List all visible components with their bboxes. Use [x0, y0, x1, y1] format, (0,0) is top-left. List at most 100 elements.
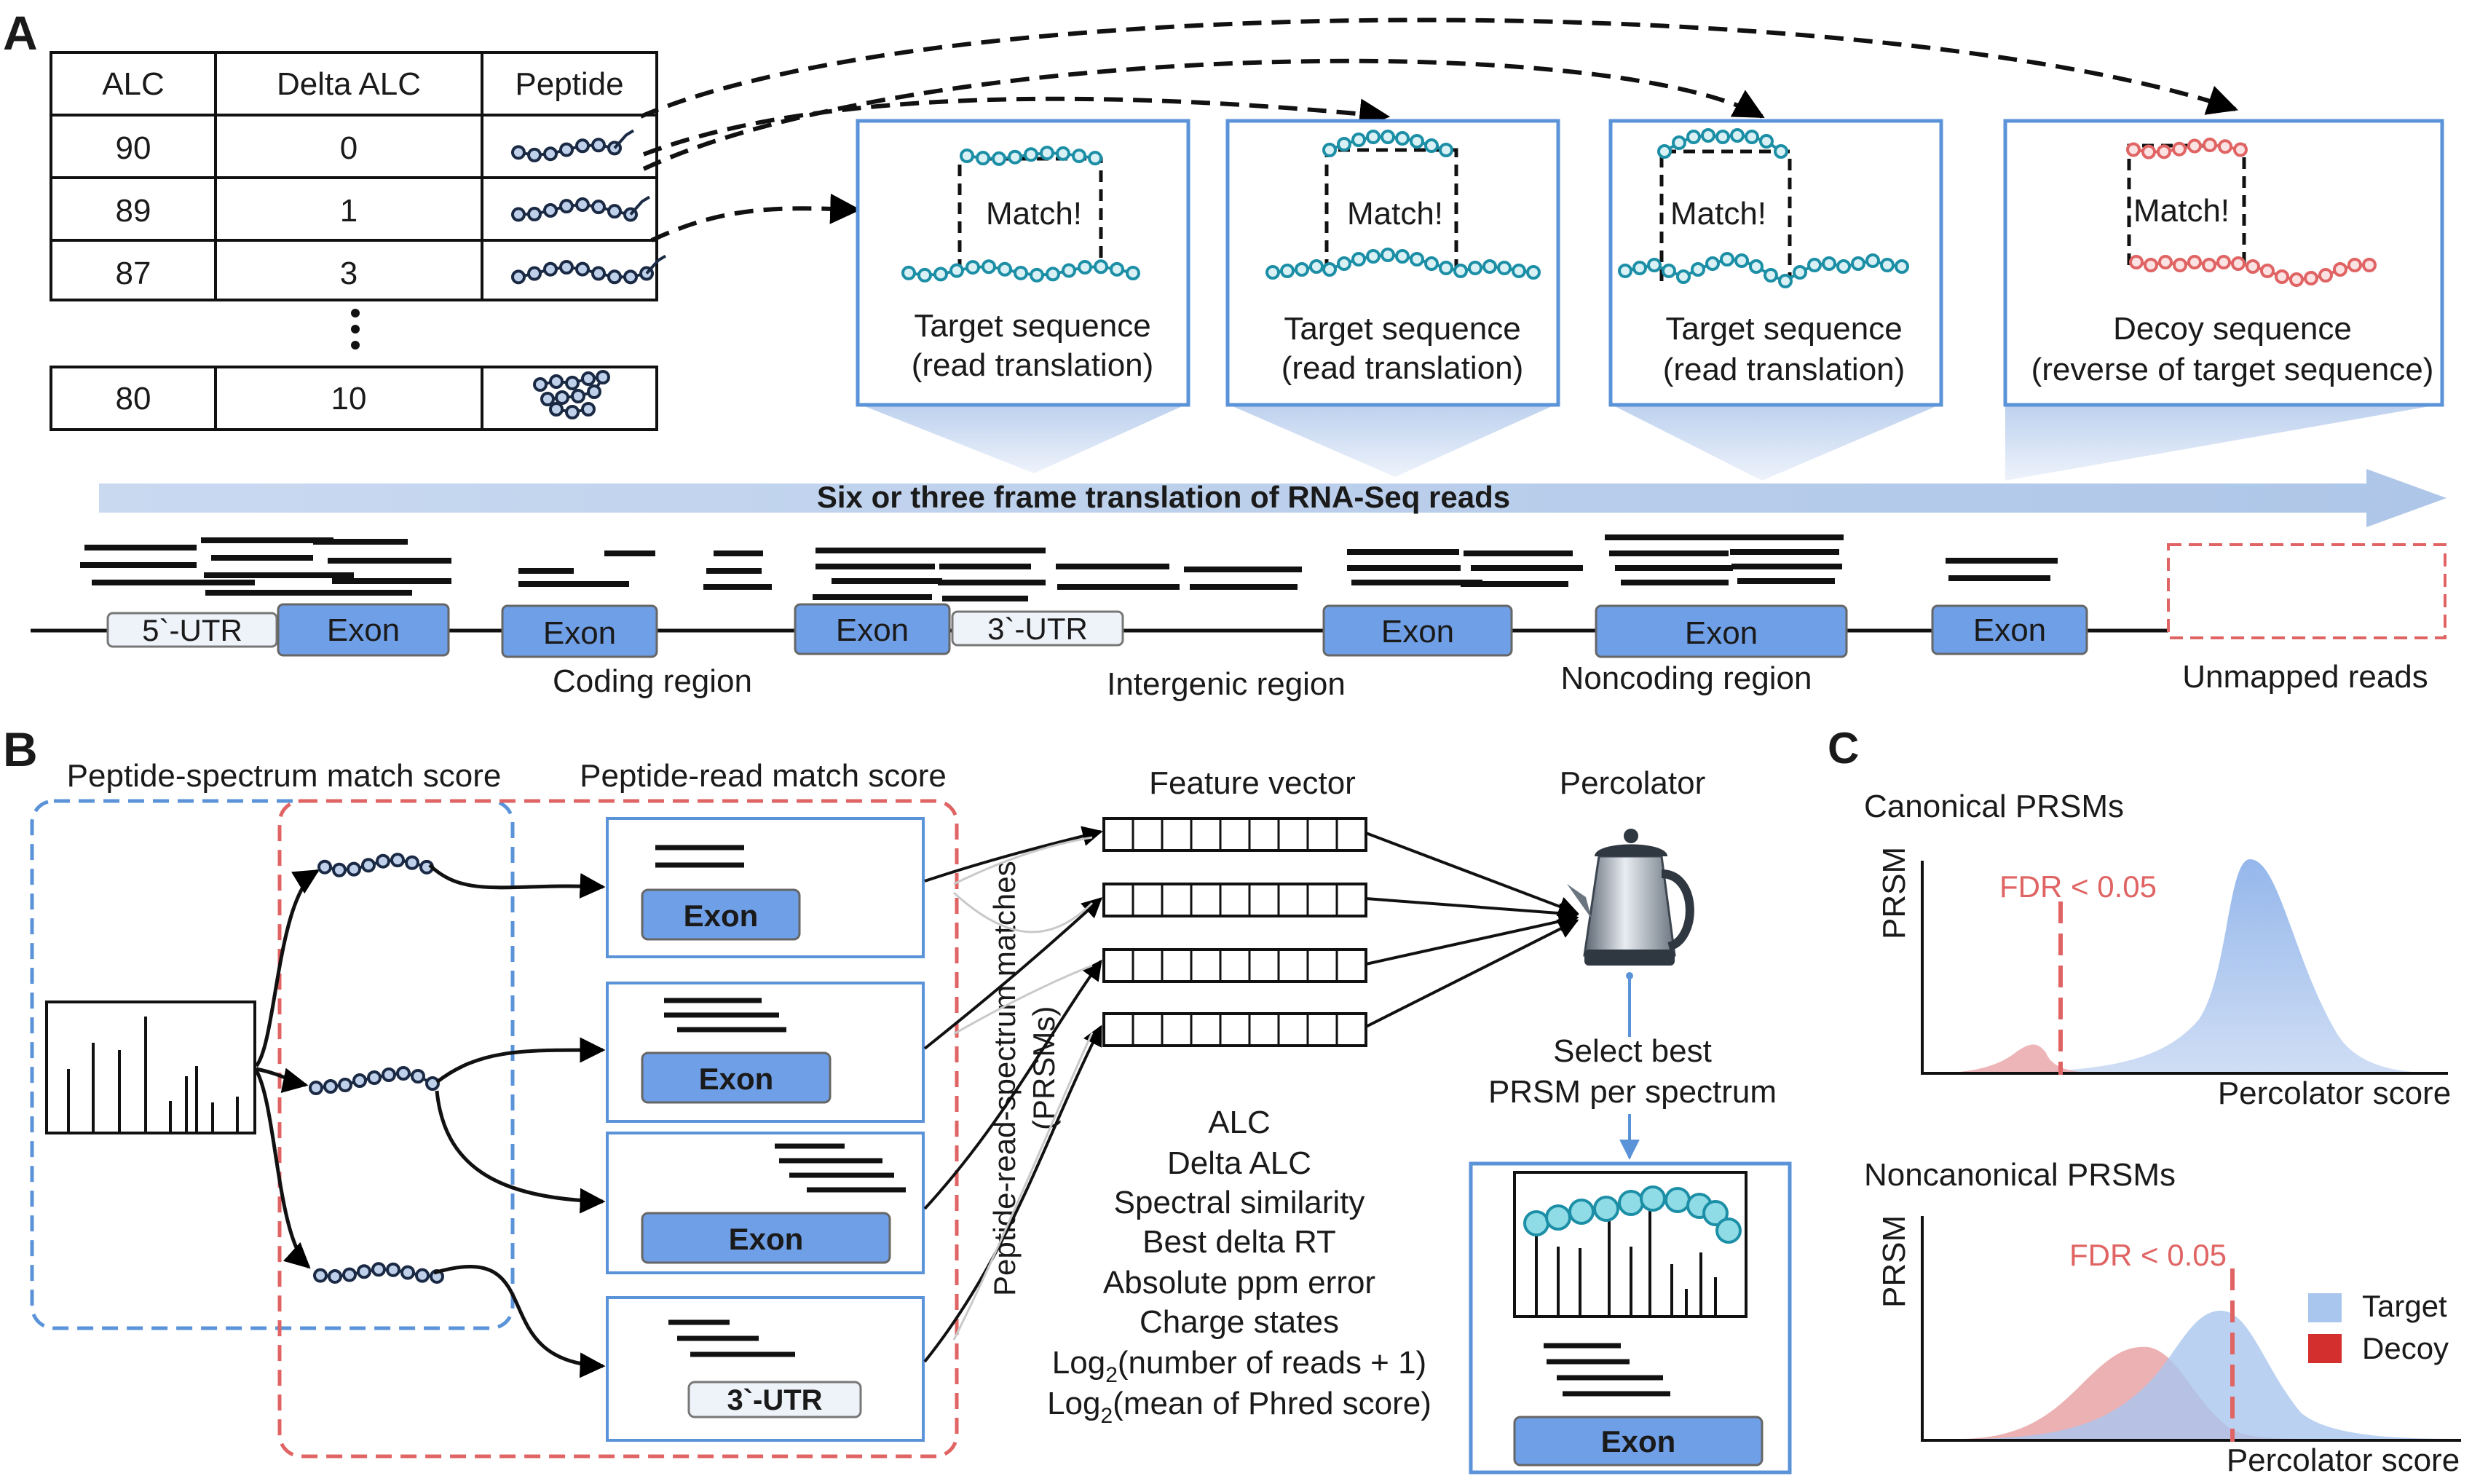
- bead: [1351, 252, 1366, 267]
- feature-item-log-reads: Log2(number of reads + 1): [1052, 1345, 1426, 1387]
- bead: [559, 260, 574, 275]
- bead: [1720, 252, 1734, 267]
- translation-label: Six or three frame translation of RNA-Se…: [817, 480, 1510, 514]
- bead: [313, 1268, 328, 1283]
- bead: [1410, 252, 1424, 267]
- bead: [1322, 143, 1337, 157]
- bead: [1568, 1199, 1595, 1225]
- bead: [2289, 272, 2304, 287]
- bead: [1094, 259, 1108, 275]
- legend-decoy-label: Decoy: [2362, 1331, 2449, 1365]
- bead: [575, 197, 590, 213]
- bead: [1468, 261, 1482, 275]
- chart-axes: [1921, 861, 2448, 1075]
- bead: [1734, 253, 1749, 268]
- bead: [2157, 144, 2171, 159]
- bead: [2172, 141, 2187, 157]
- bead: [992, 151, 1006, 166]
- bead: [2333, 262, 2347, 277]
- bead: [901, 265, 916, 280]
- sequence-sublabel: (read translation): [1663, 352, 1906, 387]
- fdr-threshold-label: FDR < 0.05: [1999, 869, 2157, 904]
- table-to-sequence-arrows: [639, 17, 2238, 242]
- bead: [527, 147, 542, 162]
- bead: [352, 1073, 367, 1088]
- bead: [559, 142, 574, 157]
- prsm-vertical-label: Peptide-read-spectrum matches: [987, 861, 1022, 1296]
- bead: [511, 207, 526, 222]
- panel-letter-a: A: [3, 6, 38, 60]
- feature-item: Spectral similarity: [1114, 1185, 1365, 1220]
- exon-label: Exon: [1973, 612, 2046, 648]
- bead: [2318, 268, 2333, 283]
- exon-box: [277, 603, 450, 657]
- bead: [1351, 133, 1366, 147]
- bead: [1014, 265, 1028, 280]
- bead: [1439, 261, 1453, 275]
- target-area: [1930, 859, 2446, 1073]
- panel-letter-b: B: [3, 722, 38, 776]
- bead: [965, 260, 980, 275]
- target-read-chain: [1265, 248, 1541, 280]
- bead: [527, 207, 542, 222]
- bead: [357, 1264, 371, 1279]
- utr5-label: 5`-UTR: [142, 613, 242, 647]
- bead: [1865, 253, 1880, 268]
- bead: [2144, 258, 2158, 272]
- bead: [1715, 1217, 1742, 1244]
- target-sequence-box: Match! Target sequence (read translation…: [856, 119, 1190, 407]
- bead: [591, 138, 606, 153]
- bead: [1730, 128, 1745, 143]
- prm-region: [277, 799, 959, 1459]
- bead: [1381, 130, 1395, 144]
- bead: [1836, 259, 1851, 274]
- bead: [581, 371, 596, 386]
- bead: [575, 261, 590, 277]
- unmapped-reads-box: [2167, 543, 2446, 639]
- exon-label: Exon: [1381, 614, 1454, 650]
- bead: [1676, 269, 1691, 284]
- bead: [2187, 138, 2202, 154]
- peptide-icon: [533, 370, 610, 419]
- chart-title: Canonical PRSMs: [1864, 789, 2124, 824]
- best-prsm-box: Exon: [1469, 1161, 1792, 1475]
- target-peptide-chain: [1322, 130, 1453, 157]
- bead: [1424, 256, 1439, 271]
- bead: [1640, 1185, 1666, 1212]
- match-brackets: [957, 143, 2246, 281]
- bead: [405, 855, 419, 870]
- exon-label: Exon: [684, 899, 759, 933]
- bead: [2347, 258, 2362, 272]
- bead: [933, 267, 948, 282]
- chart-axes: [1921, 1216, 2461, 1442]
- bead: [623, 269, 638, 285]
- select-best-label: Select best: [1553, 1033, 1712, 1069]
- bead: [540, 392, 555, 406]
- psm-title: Peptide-spectrum match score: [67, 758, 502, 794]
- bead: [527, 266, 542, 281]
- feature-item-log-phred: Log2(mean of Phred score): [1047, 1386, 1431, 1428]
- bead: [2304, 271, 2318, 285]
- bead: [1030, 267, 1044, 283]
- exon-box: [1931, 604, 2088, 655]
- bead: [1366, 130, 1381, 144]
- bead: [1497, 261, 1512, 275]
- alc-table: ALC Delta ALC Peptide 90 0 89 1 87 3: [50, 51, 658, 301]
- sequence-sublabel: (reverse of target sequence): [2031, 352, 2434, 387]
- feature-vector: [1102, 817, 1367, 852]
- bead: [1880, 258, 1895, 272]
- bead: [2187, 255, 2202, 269]
- bead: [361, 858, 376, 873]
- bead: [309, 1081, 323, 1095]
- utr3-label: 3`-UTR: [727, 1384, 822, 1416]
- rnaseq-reads: [80, 534, 2432, 615]
- fdr-threshold-label: FDR < 0.05: [2069, 1238, 2227, 1272]
- bead: [1793, 265, 1807, 280]
- table-cell-alc: 87: [116, 256, 151, 291]
- bead: [982, 259, 996, 275]
- bead: [1046, 267, 1060, 282]
- bead: [559, 199, 574, 214]
- table-cell-delta: 10: [331, 381, 367, 417]
- bead: [1618, 264, 1632, 278]
